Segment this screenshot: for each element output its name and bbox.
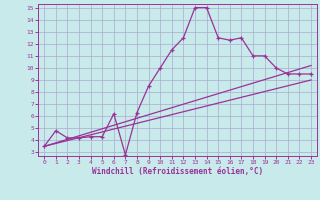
X-axis label: Windchill (Refroidissement éolien,°C): Windchill (Refroidissement éolien,°C) xyxy=(92,167,263,176)
